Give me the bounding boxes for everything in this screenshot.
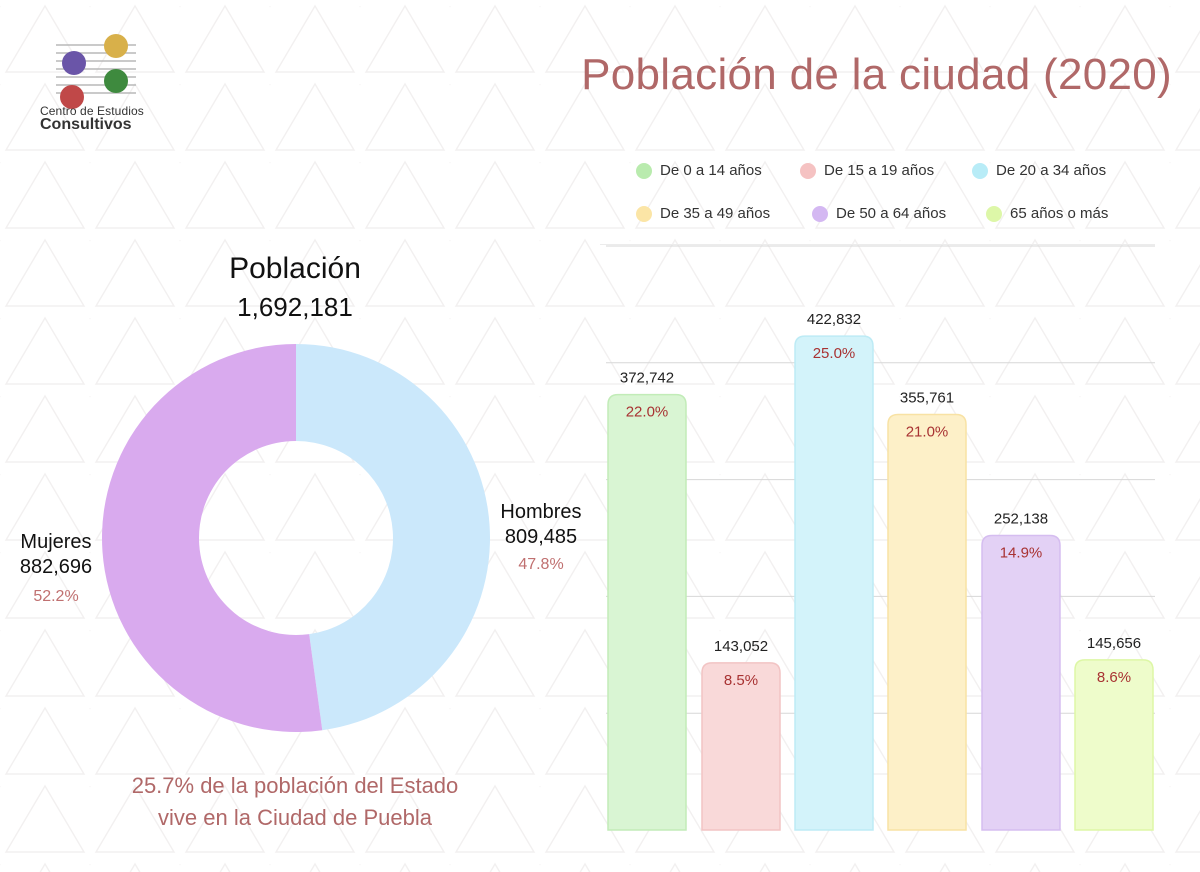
bar: [607, 393, 687, 831]
bar: [1074, 659, 1154, 831]
bar-percent-label: 22.0%: [626, 404, 669, 421]
bar-value-label: 145,656: [1087, 635, 1141, 652]
legend-dot: [636, 162, 652, 179]
bar-group: 252,138 14.9%: [981, 511, 1061, 831]
logo-dot-purple: [62, 51, 86, 75]
legend-item: De 0 a 14 años: [636, 162, 762, 179]
hombres-label: Hombres 809,485: [498, 500, 584, 550]
hombres-value: 809,485: [504, 526, 578, 548]
mujeres-name: Mujeres: [20, 531, 92, 553]
mujeres-percent: 52.2%: [33, 588, 79, 605]
legend-item: De 35 a 49 años: [636, 205, 770, 222]
legend-dot: [986, 205, 1002, 222]
legend-label: De 0 a 14 años: [660, 162, 762, 179]
logo-dot-green: [104, 69, 128, 93]
bar-percent-label: 25.0%: [813, 345, 856, 362]
footnote-line2: vive en la Ciudad de Puebla: [158, 805, 432, 830]
footnote: 25.7% de la población del Estado vive en…: [70, 770, 520, 834]
bar-percent-label: 8.6%: [1097, 669, 1131, 686]
legend-dot: [972, 162, 988, 179]
donut-slice-mujeres: [102, 344, 323, 732]
bar: [794, 335, 874, 831]
legend-dot: [800, 162, 816, 179]
bar-value-label: 143,052: [714, 638, 768, 655]
hombres-name: Hombres: [500, 501, 582, 523]
bar-value-label: 355,761: [900, 389, 954, 406]
bar-percent-label: 14.9%: [1000, 545, 1043, 562]
legend-label: De 20 a 34 años: [996, 162, 1107, 179]
bar-percent-label: 8.5%: [724, 672, 758, 689]
bar-percent-label: 21.0%: [906, 423, 949, 440]
legend-label: De 15 a 19 años: [824, 162, 935, 179]
legend-dot: [812, 205, 828, 222]
legend-divider: [600, 244, 1155, 245]
logo-text-line2: Consultivos: [40, 116, 132, 133]
page-title: Población de la ciudad (2020): [581, 50, 1172, 99]
chart-legend: De 0 a 14 años De 15 a 19 años De 20 a 3…: [630, 158, 1150, 238]
bar-group: 355,761 21.0%: [887, 389, 967, 831]
mujeres-label: Mujeres 882,696: [14, 530, 98, 580]
bar: [887, 413, 967, 831]
legend-item: 65 años o más: [986, 205, 1108, 222]
legend-item: De 20 a 34 años: [972, 162, 1106, 179]
legend-item: De 15 a 19 años: [800, 162, 934, 179]
legend-item: De 50 a 64 años: [812, 205, 946, 222]
donut-slice-hombres: [296, 344, 491, 731]
bar-group: 143,052 8.5%: [701, 638, 781, 831]
hombres-percent: 47.8%: [518, 556, 564, 573]
donut-title: Población: [229, 252, 361, 285]
bar-value-label: 252,138: [994, 511, 1048, 528]
footnote-line1: 25.7% de la población del Estado: [131, 773, 459, 798]
bar-group: 145,656 8.6%: [1074, 635, 1154, 831]
bar-group: 422,832 25.0%: [794, 311, 874, 831]
bar: [981, 534, 1061, 831]
legend-dot: [636, 205, 652, 222]
logo-dot-red: [60, 85, 84, 109]
legend-label: De 50 a 64 años: [836, 205, 947, 222]
logo-dot-gold: [104, 34, 128, 58]
bar-value-label: 372,742: [620, 370, 674, 387]
legend-label: De 35 a 49 años: [660, 205, 771, 222]
donut-chart: [102, 344, 491, 732]
logo-text-line1: Centro de Estudios: [40, 104, 144, 118]
bar-value-label: 422,832: [807, 311, 861, 328]
bar-group: 372,742 22.0%: [607, 370, 687, 831]
bar: [701, 662, 781, 831]
mujeres-value: 882,696: [19, 556, 93, 578]
logo: [56, 34, 136, 109]
legend-label: 65 años o más: [1010, 205, 1109, 222]
donut-total: 1,692,181: [237, 292, 353, 322]
